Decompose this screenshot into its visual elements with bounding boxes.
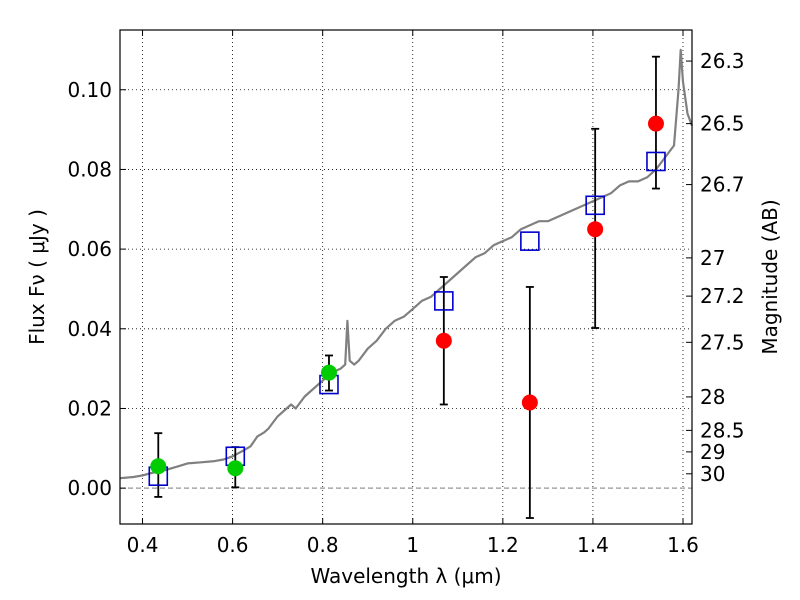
observed-point <box>521 394 538 411</box>
right-tick-label: 29 <box>700 440 725 464</box>
right-tick-label: 28.5 <box>700 418 745 442</box>
x-tick-label: 0.6 <box>217 533 249 557</box>
spectrum-layer <box>119 48 694 480</box>
observed-point <box>320 364 337 381</box>
x-axis-ticks: 0.4 0.6 0.8 1 1.2 1.4 1.6 <box>127 30 699 557</box>
y-axis-ticks: 0.00 0.02 0.04 0.06 0.08 0.10 <box>67 78 126 500</box>
y-tick-label: 0.04 <box>67 317 112 341</box>
y-tick-label: 0.10 <box>67 78 112 102</box>
right-tick-label: 26.7 <box>700 173 745 197</box>
x-axis-label: Wavelength λ (μm) <box>310 564 501 588</box>
y-tick-label: 0.08 <box>67 157 112 181</box>
square-layer <box>148 151 666 486</box>
right-tick-label: 27 <box>700 246 725 270</box>
right-tick-label: 30 <box>700 462 725 486</box>
y-axis-label: Flux Fν ( μJy ) <box>25 209 49 345</box>
right-tick-label: 26.5 <box>700 112 745 136</box>
right-tick-label: 28 <box>700 385 725 409</box>
observed-point <box>587 221 604 238</box>
right-tick-label: 27.2 <box>700 284 745 308</box>
x-tick-label: 1.4 <box>577 533 609 557</box>
right-tick-label: 27.5 <box>700 330 745 354</box>
circle-layer <box>150 115 664 477</box>
x-tick-label: 0.4 <box>127 533 159 557</box>
observed-point <box>227 460 244 477</box>
y-tick-label: 0.02 <box>67 396 112 420</box>
plot-frame <box>119 29 693 525</box>
observed-point <box>647 115 664 132</box>
model-square-point <box>585 195 605 216</box>
y-tick-label: 0.06 <box>67 237 112 261</box>
x-tick-label: 1 <box>406 533 419 557</box>
x-tick-label: 1.2 <box>487 533 519 557</box>
model-square-point <box>434 291 454 311</box>
observed-point <box>150 458 167 475</box>
model-square-point <box>646 151 666 172</box>
model-square-point <box>520 231 540 251</box>
right-axis-label: Magnitude (AB) <box>758 199 782 354</box>
right-tick-label: 26.3 <box>700 49 745 73</box>
x-tick-label: 0.8 <box>307 533 339 557</box>
spectrum-line <box>119 48 694 480</box>
observed-point <box>435 332 452 349</box>
y-tick-label: 0.00 <box>67 476 112 500</box>
x-tick-label: 1.6 <box>667 533 699 557</box>
